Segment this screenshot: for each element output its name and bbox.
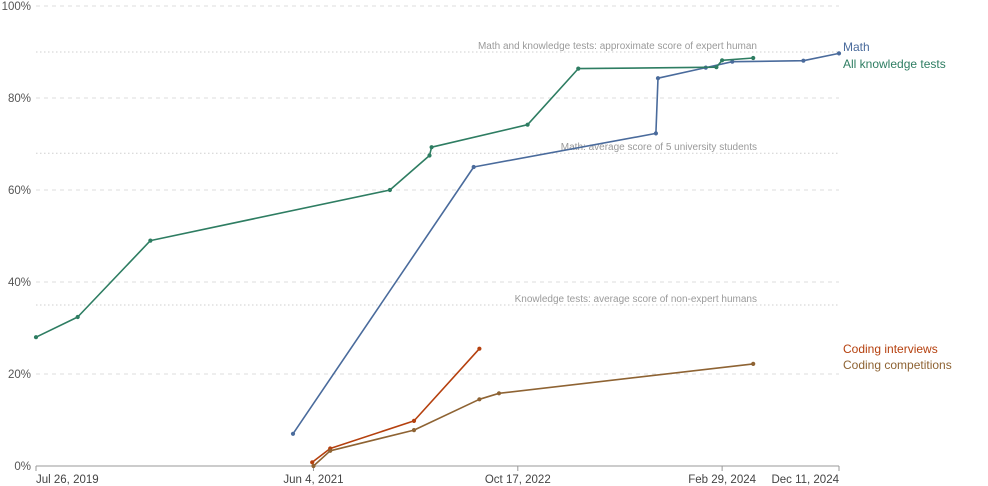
data-point-all-knowledge-tests (429, 145, 434, 150)
y-tick-label: 0% (14, 461, 31, 473)
y-tick-label: 20% (8, 369, 31, 381)
x-tick-label: Feb 29, 2024 (688, 474, 756, 486)
reference-line-label: Math: average score of 5 university stud… (561, 142, 757, 153)
data-point-all-knowledge-tests (714, 65, 719, 70)
data-point-all-knowledge-tests (148, 238, 153, 243)
series-line-math (292, 52, 840, 435)
data-point-all-knowledge-tests (387, 187, 392, 193)
axes: 0% 20% 40% 60% 80% 100% Jul 26, 2019 Jun 4, 202… (2, 1, 840, 486)
data-point-coding-interviews (411, 418, 417, 423)
data-point-coding-competitions (496, 391, 502, 396)
data-point-all-knowledge-tests (75, 314, 80, 320)
series-label-coding-competitions: Coding competitions (843, 358, 952, 372)
y-tick-label: 80% (8, 93, 31, 105)
data-point-math (653, 131, 659, 136)
grid-lines (36, 5, 839, 375)
data-point-all-knowledge-tests (576, 66, 581, 71)
data-point-coding-competitions (751, 361, 756, 366)
series-line-coding-competitions (312, 363, 754, 467)
y-tick-label: 100% (2, 1, 31, 13)
data-point-coding-competitions (328, 448, 333, 453)
data-point-all-knowledge-tests (33, 335, 39, 340)
data-point-all-knowledge-tests (427, 153, 432, 158)
data-point-math (290, 431, 296, 436)
series-label-math: Math (843, 40, 870, 54)
x-tick-label: Dec 11, 2024 (771, 474, 839, 486)
series-label-coding-interviews: Coding interviews (843, 342, 938, 356)
y-tick-label: 60% (8, 185, 31, 197)
x-tick-label: Oct 17, 2022 (485, 474, 551, 486)
x-tick-label: Jul 26, 2019 (36, 474, 99, 486)
series-label-all-knowledge-tests: All knowledge tests (843, 57, 946, 71)
data-point-math (801, 58, 806, 63)
series-labels: Math All knowledge tests Coding intervie… (843, 40, 952, 372)
data-point-all-knowledge-tests (720, 58, 725, 63)
data-point-math (836, 51, 842, 56)
data-point-math (730, 59, 735, 64)
data-point-math (655, 76, 661, 81)
data-point-coding-competitions (311, 463, 316, 469)
data-point-coding-interviews (310, 460, 315, 465)
series-line-coding-interviews (311, 348, 480, 463)
data-point-all-knowledge-tests (751, 55, 756, 61)
data-point-all-knowledge-tests (525, 122, 530, 127)
data-point-math (471, 164, 476, 170)
y-tick-label: 40% (8, 277, 31, 289)
x-tick-label: Jun 4, 2021 (283, 474, 343, 486)
reference-lines: Math and knowledge tests: approximate sc… (36, 41, 839, 306)
reference-line-label: Math and knowledge tests: approximate sc… (478, 41, 757, 52)
reference-line-label: Knowledge tests: average score of non-ex… (515, 294, 757, 305)
data-point-coding-competitions (411, 428, 417, 433)
data-point-coding-interviews (477, 346, 482, 351)
series-lines (33, 51, 842, 469)
data-point-coding-competitions (477, 397, 482, 402)
